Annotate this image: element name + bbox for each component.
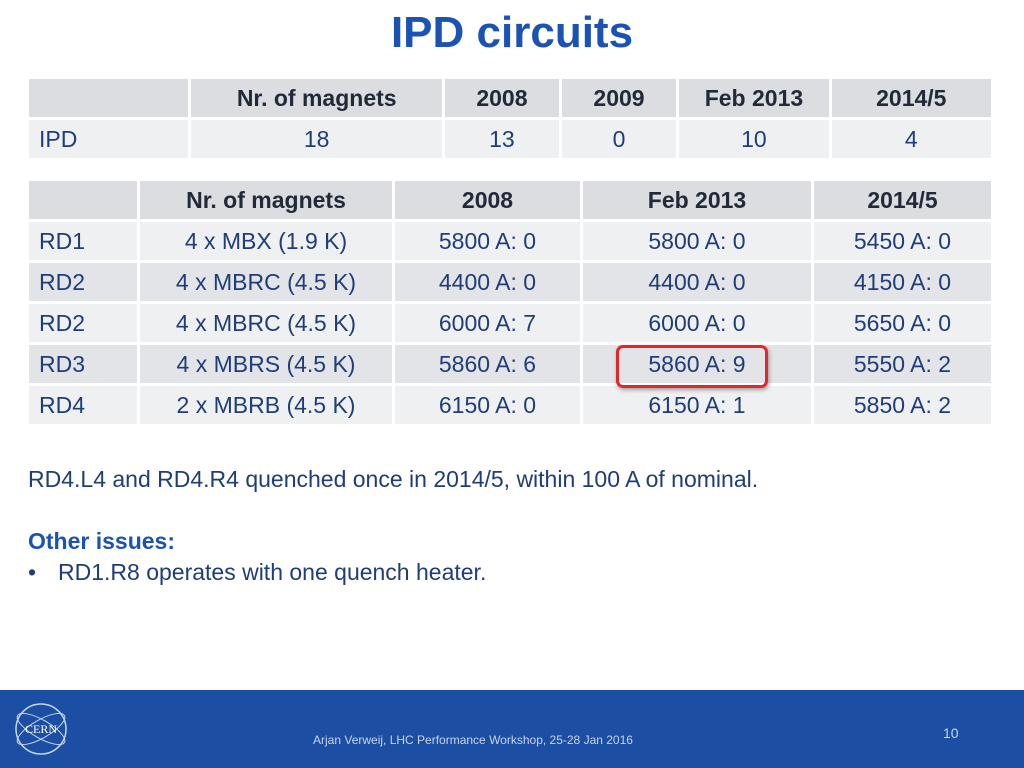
- footer-bar: CERN Arjan Verweij, LHC Performance Work…: [0, 690, 1024, 768]
- cern-logo-text: CERN: [25, 722, 57, 736]
- bullet: •: [28, 559, 37, 585]
- row-label: RD2: [29, 263, 137, 301]
- highlighted-cell: 5860 A: 9: [583, 345, 811, 383]
- table-row: RD2 4 x MBRC (4.5 K) 4400 A: 0 4400 A: 0…: [29, 263, 991, 301]
- header-cell: [29, 181, 137, 219]
- header-cell: 2014/5: [814, 181, 991, 219]
- table-cell: 13: [445, 120, 559, 158]
- header-cell: Nr. of magnets: [191, 79, 443, 117]
- table-cell: 2 x MBRB (4.5 K): [140, 386, 392, 424]
- header-cell: 2009: [561, 79, 677, 117]
- table-cell: 4 x MBX (1.9 K): [140, 222, 392, 260]
- table-cell: 4: [831, 120, 991, 158]
- row-label: RD4: [29, 386, 137, 424]
- table-cell: 4 x MBRC (4.5 K): [140, 263, 392, 301]
- table-cell: 5850 A: 2: [814, 386, 991, 424]
- table-cell: 0: [561, 120, 677, 158]
- table-cell: 4150 A: 0: [814, 263, 991, 301]
- table-row: IPD 18 13 0 10 4: [29, 120, 991, 158]
- table-cell: 6000 A: 7: [395, 304, 580, 342]
- table-cell: 6150 A: 1: [583, 386, 811, 424]
- header-cell: 2014/5: [831, 79, 991, 117]
- table-cell: 6150 A: 0: [395, 386, 580, 424]
- table-cell: 10: [679, 120, 829, 158]
- rd-circuits-table: Nr. of magnets 2008 Feb 2013 2014/5 RD1 …: [26, 178, 994, 427]
- header-cell: Nr. of magnets: [140, 181, 392, 219]
- table-cell: 4 x MBRC (4.5 K): [140, 304, 392, 342]
- issues-list: • RD1.R8 operates with one quench heater.: [28, 559, 486, 586]
- header-cell: Feb 2013: [679, 79, 829, 117]
- slide-title: IPD circuits: [390, 8, 634, 57]
- table-cell: 4400 A: 0: [395, 263, 580, 301]
- table-cell: 5550 A: 2: [814, 345, 991, 383]
- row-label: RD3: [29, 345, 137, 383]
- table-row: RD4 2 x MBRB (4.5 K) 6150 A: 0 6150 A: 1…: [29, 386, 991, 424]
- footer-credit: Arjan Verweij, LHC Performance Workshop,…: [313, 733, 633, 747]
- table-cell: 5800 A: 0: [583, 222, 811, 260]
- row-label: RD2: [29, 304, 137, 342]
- table-cell: 4 x MBRS (4.5 K): [140, 345, 392, 383]
- header-cell: [29, 79, 189, 117]
- row-label: IPD: [29, 120, 189, 158]
- table-row: RD2 4 x MBRC (4.5 K) 6000 A: 7 6000 A: 0…: [29, 304, 991, 342]
- quench-note: RD4.L4 and RD4.R4 quenched once in 2014/…: [28, 466, 759, 492]
- cern-logo-icon: CERN: [15, 703, 67, 755]
- table-row: RD1 4 x MBX (1.9 K) 5800 A: 0 5800 A: 0 …: [29, 222, 991, 260]
- ipd-summary-table: Nr. of magnets 2008 2009 Feb 2013 2014/5…: [26, 76, 994, 161]
- table-cell: 18: [191, 120, 443, 158]
- table-cell: 5860 A: 6: [395, 345, 580, 383]
- table-cell: 5800 A: 0: [395, 222, 580, 260]
- table-cell: 6000 A: 0: [583, 304, 811, 342]
- page-number: 10: [943, 725, 959, 741]
- row-label: RD1: [29, 222, 137, 260]
- table-row: RD3 4 x MBRS (4.5 K) 5860 A: 6 5860 A: 9…: [29, 345, 991, 383]
- table-cell: 5450 A: 0: [814, 222, 991, 260]
- list-item: • RD1.R8 operates with one quench heater.: [28, 559, 486, 586]
- table-cell: 5650 A: 0: [814, 304, 991, 342]
- header-cell: Feb 2013: [583, 181, 811, 219]
- other-issues-heading: Other issues:: [28, 528, 175, 554]
- header-cell: 2008: [445, 79, 559, 117]
- list-item-text: RD1.R8 operates with one quench heater.: [58, 559, 487, 585]
- table-cell: 4400 A: 0: [583, 263, 811, 301]
- table-header-row: Nr. of magnets 2008 2009 Feb 2013 2014/5: [29, 79, 991, 117]
- header-cell: 2008: [395, 181, 580, 219]
- table-header-row: Nr. of magnets 2008 Feb 2013 2014/5: [29, 181, 991, 219]
